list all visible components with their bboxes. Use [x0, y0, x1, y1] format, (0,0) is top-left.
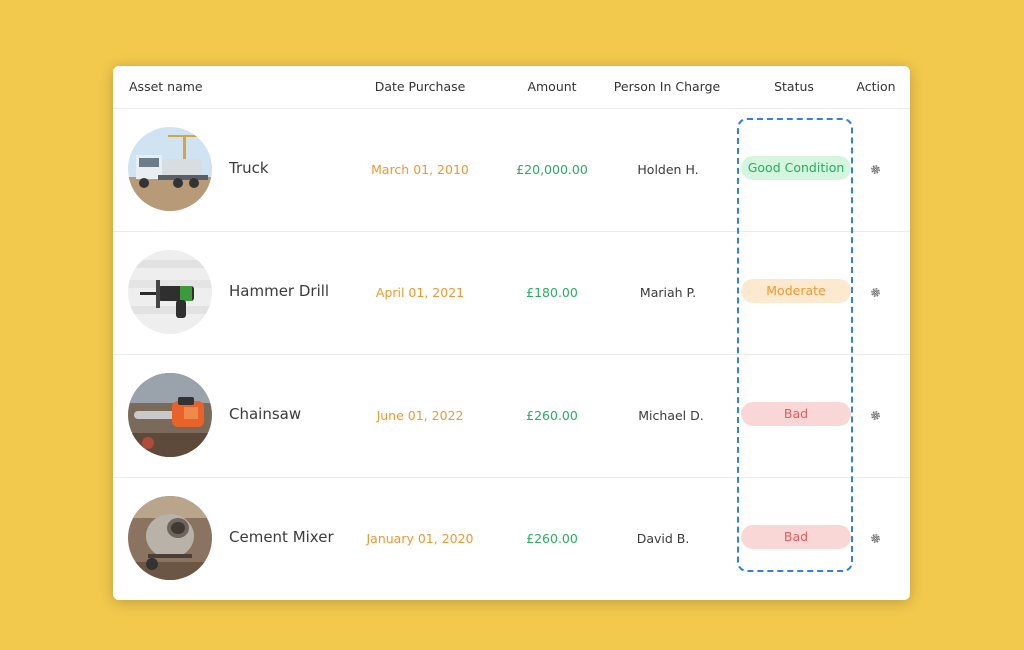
- header-asset-name: Asset name: [129, 79, 203, 94]
- status-badge: Moderate: [741, 279, 851, 303]
- chainsaw-photo: [128, 373, 212, 457]
- header-action: Action: [856, 79, 896, 94]
- date-purchase: March 01, 2010: [371, 162, 469, 177]
- asset-name[interactable]: Truck: [229, 159, 269, 177]
- asset-name[interactable]: Chainsaw: [229, 405, 302, 423]
- person-in-charge: Holden H.: [637, 162, 699, 177]
- table-row: Cement Mixer January 01, 2020 £260.00 Da…: [113, 478, 910, 600]
- person-in-charge: Mariah P.: [639, 285, 697, 300]
- table-header: Asset name Date Purchase Amount Person I…: [113, 66, 910, 109]
- table-row: Truck March 01, 2010 £20,000.00 Holden H…: [113, 109, 910, 232]
- status-badge: Good Condition: [741, 156, 851, 180]
- header-amount: Amount: [527, 79, 577, 94]
- status-badge: Bad: [741, 402, 851, 426]
- asset-name[interactable]: Cement Mixer: [229, 528, 334, 546]
- cement-mixer-photo: [128, 496, 212, 580]
- amount-value: £20,000.00: [516, 162, 588, 177]
- hammer-drill-photo: [128, 250, 212, 334]
- gear-icon[interactable]: [869, 286, 882, 299]
- table-row: Chainsaw June 01, 2022 £260.00 Michael D…: [113, 355, 910, 478]
- date-purchase: April 01, 2021: [375, 285, 465, 300]
- date-purchase: January 01, 2020: [366, 531, 474, 546]
- header-date-purchase: Date Purchase: [374, 79, 466, 94]
- asset-name[interactable]: Hammer Drill: [229, 282, 330, 300]
- amount-value: £180.00: [526, 285, 578, 300]
- truck-photo: [128, 127, 212, 211]
- person-in-charge: David B.: [636, 531, 690, 546]
- status-badge: Bad: [741, 525, 851, 549]
- gear-icon[interactable]: [869, 163, 882, 176]
- table-row: Hammer Drill April 01, 2021 £180.00 Mari…: [113, 232, 910, 355]
- person-in-charge: Michael D.: [638, 408, 704, 423]
- gear-icon[interactable]: [869, 409, 882, 422]
- amount-value: £260.00: [526, 531, 578, 546]
- gear-icon[interactable]: [869, 532, 882, 545]
- header-status: Status: [774, 79, 814, 94]
- date-purchase: June 01, 2022: [376, 408, 464, 423]
- header-person-in-charge: Person In Charge: [613, 79, 721, 94]
- amount-value: £260.00: [526, 408, 578, 423]
- asset-table-card: Asset name Date Purchase Amount Person I…: [113, 66, 910, 600]
